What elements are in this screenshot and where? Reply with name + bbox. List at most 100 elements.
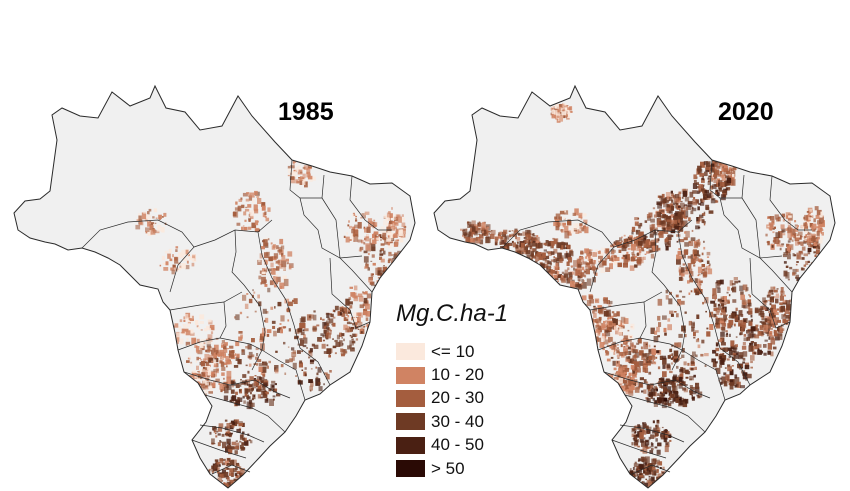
carbon-patch bbox=[494, 236, 499, 241]
carbon-patch bbox=[690, 290, 693, 293]
carbon-patch bbox=[648, 475, 651, 478]
carbon-patch bbox=[229, 468, 235, 473]
carbon-patch bbox=[802, 280, 807, 283]
carbon-patch bbox=[184, 328, 189, 332]
carbon-patch bbox=[188, 382, 192, 385]
carbon-patch bbox=[617, 344, 619, 346]
carbon-patch bbox=[766, 294, 770, 298]
carbon-patch bbox=[718, 174, 722, 177]
carbon-patch bbox=[530, 262, 534, 267]
carbon-patch bbox=[722, 190, 727, 194]
carbon-patch bbox=[213, 465, 218, 469]
carbon-patch bbox=[500, 236, 503, 240]
carbon-patch bbox=[691, 321, 695, 328]
carbon-patch bbox=[677, 222, 680, 225]
carbon-patch bbox=[647, 360, 650, 362]
carbon-patch bbox=[235, 201, 238, 205]
carbon-patch bbox=[814, 254, 817, 257]
carbon-patch bbox=[295, 166, 299, 172]
map-2020-svg bbox=[433, 84, 836, 489]
carbon-patch bbox=[637, 445, 640, 448]
carbon-patch bbox=[233, 379, 236, 382]
carbon-patch bbox=[715, 353, 719, 357]
carbon-patch bbox=[690, 386, 695, 391]
carbon-patch bbox=[735, 352, 739, 355]
carbon-patch bbox=[194, 320, 199, 325]
carbon-patch bbox=[237, 205, 242, 212]
carbon-patch bbox=[593, 307, 597, 312]
carbon-patch bbox=[717, 303, 721, 307]
carbon-patch bbox=[767, 225, 770, 228]
carbon-patch bbox=[806, 242, 811, 246]
carbon-patch bbox=[327, 331, 332, 335]
carbon-patch bbox=[396, 279, 400, 284]
carbon-patch bbox=[310, 162, 315, 166]
carbon-patch bbox=[715, 190, 718, 193]
carbon-patch bbox=[572, 325, 578, 330]
carbon-patch bbox=[620, 339, 625, 342]
carbon-patch bbox=[235, 399, 240, 406]
carbon-patch bbox=[623, 346, 626, 348]
carbon-patch bbox=[196, 325, 199, 328]
carbon-patch bbox=[214, 363, 219, 367]
carbon-patch bbox=[567, 111, 571, 115]
carbon-patch bbox=[697, 206, 700, 211]
carbon-patch bbox=[559, 277, 564, 281]
carbon-patch bbox=[214, 462, 219, 467]
carbon-patch bbox=[153, 223, 156, 226]
carbon-patch bbox=[336, 334, 340, 340]
carbon-patch bbox=[636, 247, 640, 251]
carbon-patch bbox=[584, 274, 587, 278]
carbon-patch bbox=[654, 429, 659, 437]
carbon-patch bbox=[628, 386, 634, 394]
carbon-patch bbox=[353, 312, 359, 317]
carbon-patch bbox=[186, 317, 190, 323]
carbon-patch bbox=[377, 234, 381, 237]
carbon-patch bbox=[585, 315, 590, 321]
carbon-patch bbox=[785, 215, 789, 218]
carbon-patch bbox=[662, 371, 667, 378]
carbon-patch bbox=[294, 335, 299, 339]
state-border bbox=[603, 371, 711, 399]
legend-swatch bbox=[396, 436, 425, 454]
carbon-patch bbox=[584, 248, 589, 254]
state-border bbox=[719, 197, 783, 259]
carbon-patch bbox=[234, 450, 238, 455]
carbon-patch bbox=[267, 238, 270, 241]
carbon-patch bbox=[815, 262, 819, 265]
carbon-patch bbox=[366, 226, 371, 233]
carbon-patch bbox=[693, 331, 696, 337]
carbon-patch bbox=[691, 206, 694, 210]
carbon-patch bbox=[712, 288, 717, 295]
carbon-patch bbox=[796, 234, 799, 236]
carbon-patch bbox=[642, 353, 647, 357]
carbon-patch bbox=[253, 204, 258, 212]
carbon-patch bbox=[787, 225, 792, 228]
carbon-patch bbox=[264, 215, 267, 218]
carbon-patch bbox=[562, 224, 565, 228]
carbon-patch bbox=[571, 322, 575, 328]
carbon-patch bbox=[538, 242, 543, 249]
legend: Mg.C.ha-1 <= 10 10 - 20 20 - 30 30 - 40 … bbox=[396, 300, 508, 480]
carbon-patch bbox=[660, 212, 662, 215]
carbon-patch bbox=[673, 391, 679, 397]
carbon-patch bbox=[276, 266, 280, 271]
carbon-patch bbox=[786, 246, 791, 251]
carbon-patch bbox=[667, 234, 672, 240]
carbon-patch bbox=[205, 362, 210, 367]
carbon-patch bbox=[657, 393, 660, 396]
carbon-patch bbox=[768, 289, 774, 293]
carbon-patch bbox=[609, 386, 614, 394]
carbon-patch bbox=[776, 308, 780, 311]
carbon-patch bbox=[755, 324, 759, 327]
carbon-patch bbox=[701, 339, 705, 344]
carbon-patch bbox=[589, 330, 592, 334]
carbon-patch bbox=[695, 339, 700, 343]
carbon-patch bbox=[793, 254, 797, 257]
carbon-patch bbox=[259, 336, 265, 341]
carbon-patch bbox=[623, 238, 628, 245]
carbon-patch bbox=[780, 244, 784, 248]
carbon-patch bbox=[659, 385, 662, 388]
carbon-patch bbox=[240, 447, 245, 451]
carbon-patch bbox=[777, 330, 783, 337]
